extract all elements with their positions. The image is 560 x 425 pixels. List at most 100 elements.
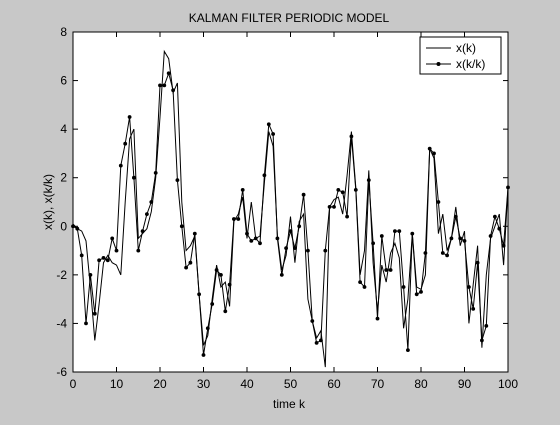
data-point-xkk	[440, 251, 445, 255]
data-point-xkk	[184, 265, 189, 270]
data-point-xkk	[71, 224, 75, 229]
data-point-xkk	[319, 338, 323, 343]
data-point-xkk	[414, 292, 419, 297]
data-point-xkk	[223, 309, 228, 314]
x-tick-label: 40	[240, 377, 254, 391]
data-point-xkk	[210, 302, 215, 306]
data-point-xkk	[423, 251, 428, 255]
data-point-xkk	[162, 83, 167, 88]
data-point-xkk	[136, 248, 141, 253]
data-point-xkk	[153, 171, 158, 175]
data-point-xkk	[293, 246, 297, 251]
data-point-xkk	[462, 239, 467, 243]
data-point-xkk	[258, 241, 262, 246]
data-point-xkk	[262, 173, 267, 178]
data-point-xkk	[79, 253, 84, 258]
data-point-xkk	[301, 192, 306, 197]
x-axis-label: time k	[273, 397, 306, 411]
data-point-xkk	[132, 175, 136, 180]
data-point-xkk	[410, 231, 415, 236]
data-point-xkk	[449, 236, 454, 241]
x-tick-label: 100	[498, 377, 518, 391]
y-tick-label: 2	[60, 171, 67, 185]
data-point-xkk	[118, 163, 123, 168]
data-point-xkk	[349, 134, 354, 139]
data-point-xkk	[84, 321, 88, 326]
y-tick-label: -4	[56, 316, 67, 330]
data-point-xkk	[188, 260, 193, 265]
data-point-xkk	[271, 132, 275, 136]
legend-label-xk: x(k)	[456, 41, 476, 55]
data-point-xkk	[266, 122, 271, 127]
data-point-xkk	[445, 253, 449, 258]
legend-label-xkk: x(k/k)	[456, 57, 485, 71]
data-point-xkk	[205, 326, 210, 331]
data-point-xkk	[340, 190, 345, 195]
data-point-xkk	[214, 268, 219, 272]
y-tick-label: 8	[60, 25, 67, 39]
x-tick-label: 70	[371, 377, 385, 391]
data-point-xkk	[314, 341, 319, 345]
data-point-xkk	[393, 229, 397, 234]
data-point-xkk	[506, 185, 510, 190]
data-point-xkk	[401, 285, 406, 289]
x-tick-label: 90	[458, 377, 472, 391]
data-point-xkk	[249, 239, 254, 243]
y-tick-label: -2	[56, 268, 67, 282]
data-point-xkk	[406, 348, 410, 352]
data-point-xkk	[345, 214, 349, 219]
data-point-xkk	[192, 231, 197, 236]
data-point-xkk	[284, 246, 288, 251]
data-point-xkk	[171, 88, 176, 93]
data-point-xkk	[288, 229, 293, 234]
data-point-xkk	[127, 115, 132, 119]
data-point-xkk	[336, 188, 341, 192]
data-point-xkk	[297, 224, 302, 229]
data-point-xkk	[310, 319, 315, 323]
y-tick-label: -6	[56, 365, 67, 379]
data-point-xkk	[253, 236, 258, 241]
data-point-xkk	[375, 316, 380, 321]
data-point-xkk	[88, 273, 93, 277]
data-point-xkk	[197, 292, 202, 297]
data-point-xkk	[105, 258, 110, 263]
y-tick-label: 6	[60, 74, 67, 88]
x-tick-label: 50	[284, 377, 298, 391]
data-point-xkk	[140, 229, 145, 234]
x-tick-label: 80	[414, 377, 428, 391]
data-point-xkk	[432, 151, 436, 156]
data-point-xkk	[471, 307, 476, 311]
legend: x(k) x(k/k)	[419, 36, 502, 75]
data-point-xkk	[149, 200, 154, 204]
data-point-xkk	[484, 324, 489, 328]
data-point-xkk	[92, 311, 97, 316]
data-point-xkk	[453, 214, 458, 219]
data-point-xkk	[467, 285, 471, 289]
data-point-xkk	[419, 290, 423, 294]
data-point-xkk	[397, 229, 402, 234]
chart-title: KALMAN FILTER PERIODIC MODEL	[189, 11, 390, 25]
series-line-xk	[72, 49, 509, 368]
x-tick-label: 10	[110, 377, 124, 391]
data-point-xkk	[240, 188, 245, 192]
data-point-xkk	[123, 141, 128, 146]
x-tick-label: 0	[70, 377, 77, 391]
data-point-xkk	[497, 226, 502, 231]
legend-box	[419, 36, 502, 75]
x-tick-label: 60	[327, 377, 341, 391]
data-point-xkk	[227, 282, 232, 287]
data-point-xkk	[110, 236, 115, 241]
data-point-xkk	[427, 146, 432, 151]
data-point-xkk	[488, 234, 493, 238]
data-point-xkk	[219, 273, 223, 277]
data-point-xkk	[327, 205, 332, 209]
x-tick-label: 30	[197, 377, 211, 391]
data-point-xkk	[493, 214, 497, 219]
y-axis-label: x(k), x(k/k)	[41, 174, 55, 230]
data-point-xkk	[353, 188, 358, 192]
data-point-xkk	[371, 241, 375, 246]
data-point-xkk	[101, 256, 106, 260]
data-point-xkk	[475, 260, 480, 265]
legend-marker-xkk	[436, 62, 441, 66]
